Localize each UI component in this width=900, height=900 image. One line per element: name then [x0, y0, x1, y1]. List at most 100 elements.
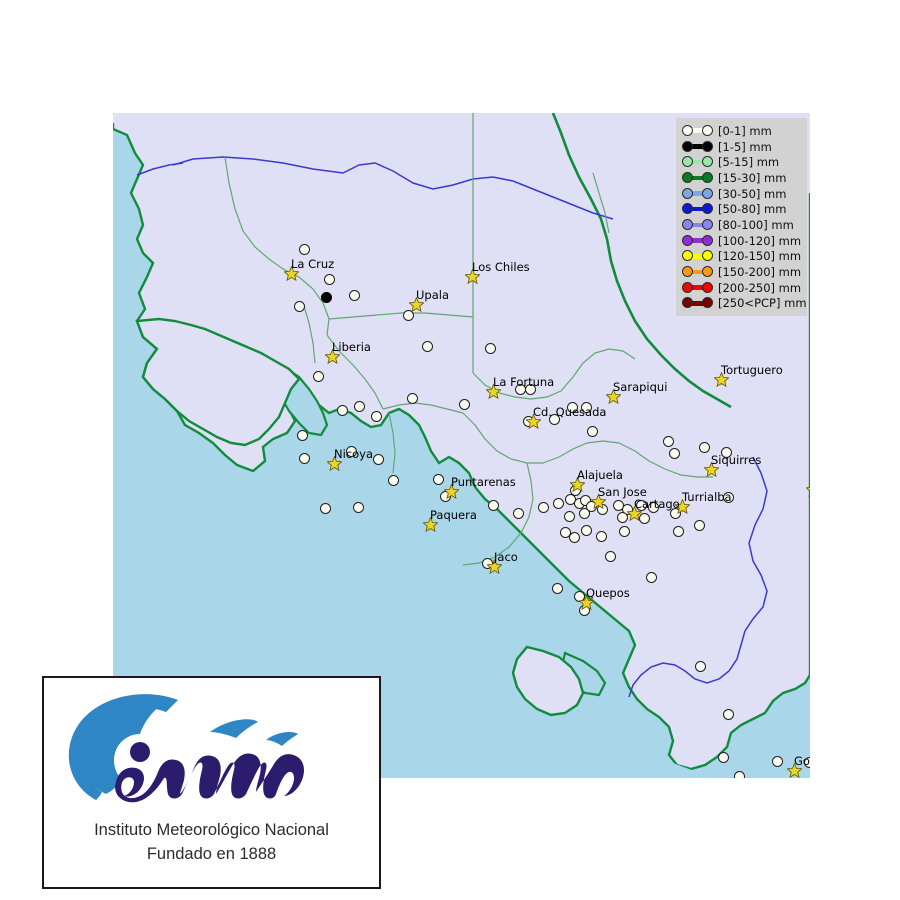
station-marker[interactable] [698, 441, 710, 453]
legend-swatch-icon [682, 234, 713, 247]
station-marker[interactable] [370, 410, 382, 422]
legend-label: [1-5] mm [718, 139, 772, 154]
station-marker[interactable] [645, 571, 657, 583]
station-marker[interactable] [568, 531, 580, 543]
station-marker[interactable] [733, 770, 745, 778]
city-label: La Fortuna [493, 375, 555, 389]
station-marker[interactable] [372, 453, 384, 465]
legend-label: [120-150] mm [718, 249, 802, 264]
station-marker[interactable] [563, 510, 575, 522]
station-marker[interactable] [512, 507, 524, 519]
station-marker[interactable] [345, 445, 357, 457]
station-marker[interactable] [348, 289, 360, 301]
city-label: Alajuela [577, 468, 623, 482]
station-marker[interactable] [353, 400, 365, 412]
station-marker[interactable] [803, 756, 810, 768]
cloud-wisp-small-icon [266, 732, 298, 746]
station-marker[interactable] [312, 370, 324, 382]
station-marker[interactable] [387, 474, 399, 486]
station-marker[interactable] [771, 755, 783, 767]
station-marker[interactable] [352, 501, 364, 513]
city-star-icon [704, 462, 719, 477]
prov-line-6 [326, 334, 384, 410]
station-marker[interactable] [323, 273, 335, 285]
station-marker[interactable] [672, 525, 684, 537]
station-marker[interactable] [551, 582, 563, 594]
legend-swatch-icon [682, 281, 713, 294]
station-marker[interactable] [552, 497, 564, 509]
station-marker[interactable] [635, 499, 647, 511]
station-marker[interactable] [296, 429, 308, 441]
station-marker[interactable] [579, 494, 591, 506]
station-marker[interactable] [722, 708, 734, 720]
station-marker[interactable] [402, 309, 414, 321]
station-marker[interactable] [566, 401, 578, 413]
city-label: Nicoya [334, 447, 374, 461]
station-marker[interactable] [668, 447, 680, 459]
prov-line-13 [302, 302, 316, 364]
station-marker[interactable] [586, 425, 598, 437]
imn-script-icon [115, 753, 305, 803]
legend-swatch-icon [682, 203, 713, 215]
station-marker[interactable] [662, 435, 674, 447]
station-marker[interactable] [647, 501, 659, 513]
osa-peninsula [511, 645, 585, 717]
legend-swatch-icon [682, 187, 713, 200]
station-marker[interactable] [595, 530, 607, 542]
imn-logo-text: Instituto Meteorológico Nacional Fundado… [44, 818, 379, 866]
station-marker[interactable] [487, 499, 499, 511]
station-marker[interactable] [638, 512, 650, 524]
station-marker[interactable] [694, 660, 706, 672]
station-marker[interactable] [319, 502, 331, 514]
station-marker[interactable] [578, 507, 590, 519]
station-marker[interactable] [580, 524, 592, 536]
station-marker[interactable] [693, 519, 705, 531]
station-marker[interactable] [320, 291, 332, 303]
city-label: San Jose [598, 485, 647, 499]
legend-label: [5-15] mm [718, 155, 780, 170]
province-boundaries [224, 113, 713, 566]
city-star-icon [675, 499, 690, 514]
station-marker[interactable] [720, 446, 732, 458]
city-star-icon [579, 595, 594, 610]
national-border-layer [136, 156, 768, 698]
station-marker[interactable] [559, 526, 571, 538]
legend-row-1: [1-5] mm [682, 139, 803, 155]
city-label: Sarapiqui [613, 380, 668, 394]
station-marker[interactable] [336, 404, 348, 416]
northern-plains [113, 113, 810, 209]
station-marker[interactable] [524, 383, 536, 395]
legend-label: [50-80] mm [718, 202, 787, 217]
station-marker[interactable] [580, 401, 592, 413]
city-label: Quepos [586, 586, 630, 600]
station-marker[interactable] [548, 413, 560, 425]
station-marker[interactable] [432, 473, 444, 485]
station-marker[interactable] [722, 491, 734, 503]
legend-label: [200-250] mm [718, 280, 802, 295]
city-star-icon [787, 763, 802, 778]
legend-swatch-icon [682, 140, 713, 153]
station-marker[interactable] [618, 525, 630, 537]
station-marker[interactable] [616, 511, 628, 523]
station-marker[interactable] [484, 342, 496, 354]
precipitation-map[interactable]: La Cruz Los Chiles Upala Liberia La Fortuna S… [113, 113, 810, 778]
prov-line-11 [520, 462, 534, 534]
station-marker[interactable] [298, 452, 310, 464]
city-star-icon [409, 297, 424, 312]
station-marker[interactable] [604, 550, 616, 562]
prov-line-1 [224, 156, 330, 336]
station-marker[interactable] [298, 243, 310, 255]
station-marker[interactable] [669, 507, 681, 519]
station-marker[interactable] [537, 501, 549, 513]
station-marker[interactable] [717, 751, 729, 763]
station-marker[interactable] [406, 392, 418, 404]
city-star-icon [325, 349, 340, 364]
legend-label: [15-30] mm [718, 170, 787, 185]
city-star-icon [606, 389, 621, 404]
station-marker[interactable] [481, 557, 493, 569]
founded-year: Fundado en 1888 [146, 845, 277, 863]
station-marker[interactable] [421, 340, 433, 352]
city-label: Cd. Quesada [533, 405, 607, 419]
station-marker[interactable] [458, 398, 470, 410]
station-marker[interactable] [293, 300, 305, 312]
